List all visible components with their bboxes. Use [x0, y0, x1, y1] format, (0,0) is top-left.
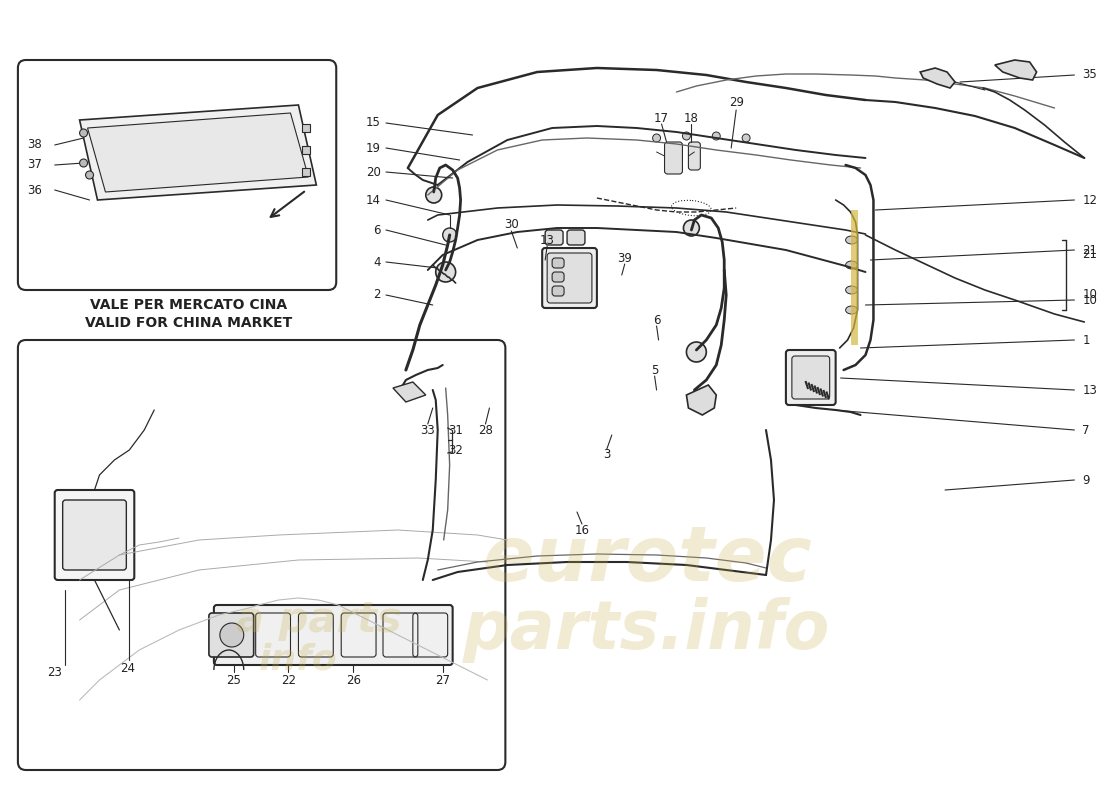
Text: 22: 22: [280, 674, 296, 686]
Circle shape: [220, 623, 244, 647]
Text: info: info: [260, 643, 338, 677]
Text: VALID FOR CHINA MARKET: VALID FOR CHINA MARKET: [86, 316, 293, 330]
Text: 26: 26: [345, 674, 361, 686]
Text: 3: 3: [603, 449, 611, 462]
Text: 13: 13: [1082, 383, 1097, 397]
Polygon shape: [686, 385, 716, 415]
FancyBboxPatch shape: [55, 490, 134, 580]
FancyBboxPatch shape: [209, 613, 254, 657]
Polygon shape: [994, 60, 1036, 80]
Polygon shape: [393, 382, 426, 402]
Text: 35: 35: [1082, 69, 1097, 82]
Text: 24: 24: [120, 662, 135, 674]
Circle shape: [86, 171, 94, 179]
Ellipse shape: [846, 261, 858, 269]
Text: 9: 9: [1082, 474, 1090, 486]
Text: 30: 30: [504, 218, 519, 231]
Circle shape: [442, 228, 456, 242]
Text: 37: 37: [26, 158, 42, 171]
Bar: [302, 168, 310, 176]
Text: 17: 17: [654, 111, 669, 125]
Text: 28: 28: [478, 423, 493, 437]
Text: 6: 6: [652, 314, 660, 326]
Text: 10: 10: [1082, 289, 1097, 302]
Circle shape: [652, 134, 661, 142]
Text: 2: 2: [374, 289, 381, 302]
Text: 21: 21: [1082, 249, 1098, 262]
Text: 23: 23: [47, 666, 63, 678]
FancyBboxPatch shape: [542, 248, 597, 308]
Text: 5: 5: [651, 363, 658, 377]
Text: 25: 25: [227, 674, 241, 686]
Text: 39: 39: [617, 251, 632, 265]
Circle shape: [713, 132, 721, 140]
FancyBboxPatch shape: [546, 230, 563, 245]
Text: 14: 14: [366, 194, 381, 206]
FancyBboxPatch shape: [566, 230, 585, 245]
Circle shape: [426, 187, 442, 203]
Circle shape: [79, 129, 88, 137]
FancyBboxPatch shape: [664, 142, 682, 174]
Text: 21: 21: [1082, 243, 1098, 257]
Bar: [302, 124, 310, 132]
FancyBboxPatch shape: [689, 142, 701, 170]
Text: 1: 1: [1082, 334, 1090, 346]
Text: eurotec: eurotec: [482, 523, 812, 597]
Circle shape: [683, 220, 700, 236]
FancyBboxPatch shape: [63, 500, 126, 570]
Text: VALE PER MERCATO CINA: VALE PER MERCATO CINA: [90, 298, 287, 312]
Text: parts.info: parts.info: [463, 597, 830, 663]
Text: 32: 32: [448, 443, 463, 457]
Text: 36: 36: [26, 183, 42, 197]
Circle shape: [79, 159, 88, 167]
FancyBboxPatch shape: [552, 272, 564, 282]
Bar: [302, 146, 310, 154]
FancyBboxPatch shape: [213, 605, 452, 665]
FancyBboxPatch shape: [552, 258, 564, 268]
Text: 7: 7: [1082, 423, 1090, 437]
Circle shape: [742, 134, 750, 142]
Polygon shape: [921, 68, 955, 88]
FancyBboxPatch shape: [547, 253, 592, 303]
Text: 4: 4: [374, 255, 381, 269]
Text: 38: 38: [28, 138, 42, 150]
Text: 6: 6: [374, 223, 381, 237]
Ellipse shape: [846, 286, 858, 294]
Text: 15: 15: [366, 117, 381, 130]
Polygon shape: [88, 113, 308, 192]
Ellipse shape: [846, 306, 858, 314]
Polygon shape: [850, 210, 858, 345]
Text: 16: 16: [574, 523, 590, 537]
Text: 13: 13: [540, 234, 554, 246]
Circle shape: [686, 342, 706, 362]
Polygon shape: [79, 105, 317, 200]
Text: 18: 18: [684, 111, 699, 125]
FancyBboxPatch shape: [785, 350, 836, 405]
FancyBboxPatch shape: [552, 286, 564, 296]
Circle shape: [682, 132, 691, 140]
Circle shape: [436, 262, 455, 282]
Text: 31: 31: [448, 423, 463, 437]
FancyBboxPatch shape: [792, 356, 829, 399]
Ellipse shape: [846, 236, 858, 244]
Text: 19: 19: [366, 142, 381, 154]
Text: 12: 12: [1082, 194, 1098, 206]
Text: a parts: a parts: [235, 599, 402, 641]
Text: 20: 20: [366, 166, 381, 178]
Text: 10: 10: [1082, 294, 1097, 306]
Text: 29: 29: [728, 97, 744, 110]
Text: 33: 33: [420, 423, 436, 437]
Text: 27: 27: [436, 674, 450, 686]
